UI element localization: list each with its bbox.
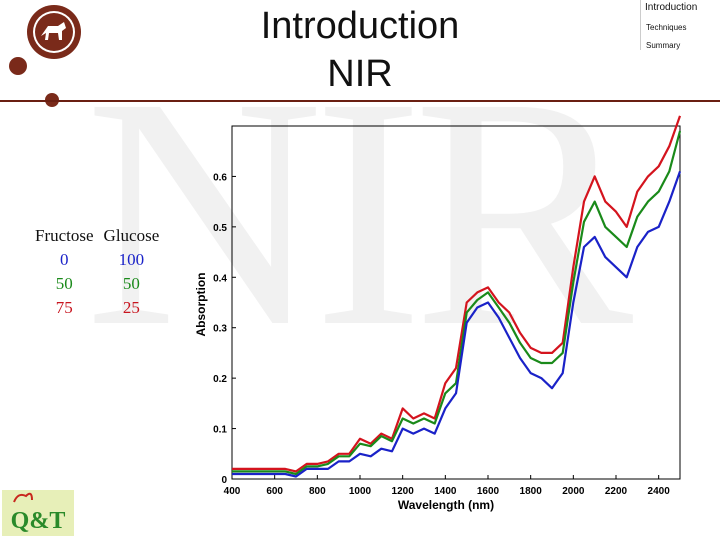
series-line	[232, 115, 682, 473]
y-tick-label: 0	[221, 475, 227, 486]
x-tick-label: 400	[224, 486, 241, 497]
x-axis-label: Wavelength (nm)	[398, 498, 494, 512]
legend-row: 75 25	[30, 296, 164, 320]
x-tick-label: 1800	[520, 486, 543, 497]
legend-fructose-value: 0	[60, 250, 69, 269]
y-tick-label: 0.1	[213, 425, 227, 436]
section-nav: Introduction Techniques Summary	[640, 2, 720, 59]
nav-divider	[640, 0, 641, 50]
qt-logo: Q&T	[2, 490, 74, 536]
plot-frame	[231, 125, 681, 480]
y-tick-label: 0.4	[213, 273, 227, 284]
x-tick-label: 800	[309, 486, 326, 497]
x-tick-label: 1600	[477, 486, 500, 497]
y-tick-label: 0.6	[213, 172, 227, 183]
nav-item-techniques[interactable]: Techniques	[646, 23, 687, 32]
qt-logo-text: Q&T	[11, 508, 66, 534]
legend-table: Fructose Glucose 0 100 50 50 75 25	[30, 224, 164, 320]
x-tick-label: 1000	[349, 486, 372, 497]
x-tick-label: 2400	[648, 486, 671, 497]
legend-header-glucose: Glucose	[103, 226, 160, 245]
y-tick-label: 0.3	[213, 324, 227, 335]
x-tick-label: 2200	[605, 486, 628, 497]
x-tick-label: 600	[266, 486, 283, 497]
legend-glucose-value: 50	[122, 274, 140, 293]
title-line-1: Introduction	[260, 5, 460, 47]
x-tick-label: 1400	[434, 486, 457, 497]
slide-title: Introduction NIR	[230, 2, 490, 98]
legend-glucose-value: 100	[118, 250, 145, 269]
nav-item-introduction[interactable]: Introduction	[645, 2, 698, 13]
title-line-2: NIR	[327, 53, 393, 95]
y-tick-label: 0.2	[213, 374, 227, 385]
y-axis-label: Absorption	[194, 273, 208, 337]
legend-row: 0 100	[30, 248, 164, 272]
series-line	[232, 171, 682, 478]
series-line	[232, 130, 682, 476]
legend-row: 50 50	[30, 272, 164, 296]
nav-item-summary[interactable]: Summary	[646, 41, 681, 50]
legend-fructose-value: 50	[55, 274, 73, 293]
x-tick-label: 2000	[562, 486, 585, 497]
legend-glucose-value: 25	[122, 298, 140, 317]
nir-watermark: NIR	[85, 30, 633, 395]
x-tick-label: 1200	[392, 486, 415, 497]
legend-fructose-value: 75	[55, 298, 73, 317]
legend-header-fructose: Fructose	[35, 226, 94, 245]
y-tick-label: 0.5	[213, 223, 227, 234]
header-rule	[0, 100, 720, 102]
university-seal-logo	[9, 5, 81, 75]
